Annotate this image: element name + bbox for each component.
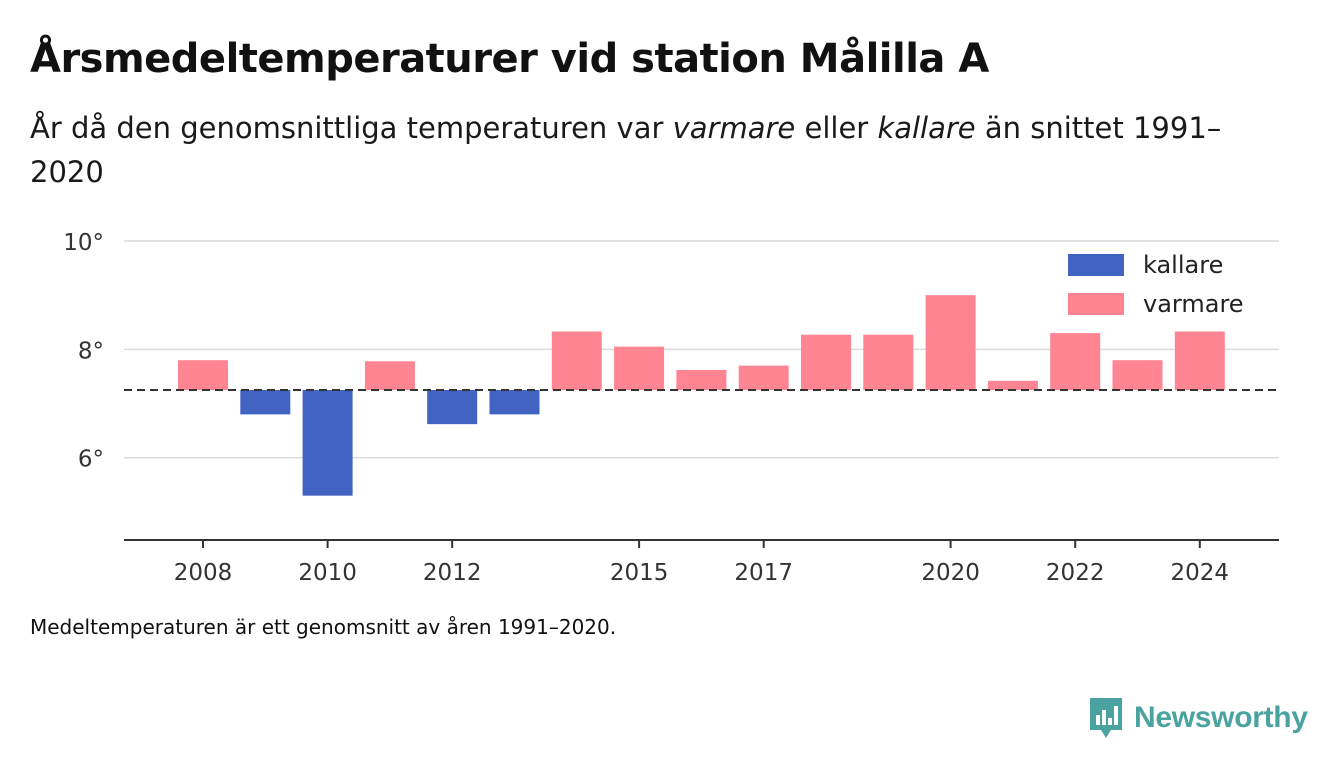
legend-label-varmare: varmare bbox=[1143, 290, 1244, 318]
bar-varmare bbox=[676, 369, 727, 390]
subtitle-text-2: eller bbox=[795, 111, 878, 145]
bar-varmare bbox=[178, 360, 228, 390]
subtitle-warm-word: varmare bbox=[672, 111, 796, 145]
bar-chart-speech-bubble-icon bbox=[1090, 698, 1122, 738]
axis-layer: 6° 8° 10° 2008 2010 2012 2015 2017 2020 2022 2024 bbox=[63, 230, 1279, 586]
subtitle-text-3: än snittet 1991–2020 bbox=[30, 111, 1222, 189]
x-tick-label: 2012 bbox=[423, 560, 482, 586]
bar-varmare bbox=[987, 380, 1038, 390]
x-tick-label: 2017 bbox=[734, 560, 793, 586]
x-tick-label: 2015 bbox=[610, 560, 669, 586]
bar-varmare bbox=[551, 331, 602, 390]
y-tick-label: 10° bbox=[63, 230, 104, 256]
brand-name: Newsworthy bbox=[1134, 701, 1308, 734]
bars-layer bbox=[178, 295, 1225, 496]
temperature-bar-chart: 6°8°10°2008 2010 2012 2015 2017 2020 2022 2024 … bbox=[63, 230, 1280, 586]
bar-varmare bbox=[801, 334, 851, 390]
legend-swatch-varmare bbox=[1068, 293, 1124, 315]
y-tick-label: 8° bbox=[78, 338, 104, 364]
brand-logo: Newsworthy bbox=[1088, 696, 1308, 740]
subtitle-text-1: År då den genomsnittliga temperaturen va… bbox=[30, 111, 673, 145]
bar-varmare bbox=[738, 365, 789, 390]
bar-varmare bbox=[925, 295, 976, 390]
bar-kallare bbox=[302, 390, 353, 496]
bar-varmare bbox=[863, 334, 914, 390]
y-tick-label: 6° bbox=[78, 447, 104, 473]
legend-label-kallare: kallare bbox=[1143, 251, 1223, 279]
x-tick-label: 2022 bbox=[1046, 560, 1105, 586]
bar-kallare bbox=[427, 390, 478, 425]
bar-kallare bbox=[240, 390, 291, 415]
bar-varmare bbox=[1050, 333, 1101, 390]
chart-title: Årsmedeltemperaturer vid station Målilla… bbox=[30, 36, 989, 82]
bar-varmare bbox=[614, 346, 665, 390]
x-tick-label: 2024 bbox=[1171, 560, 1230, 586]
footnote: Medeltemperaturen är ett genomsnitt av å… bbox=[30, 615, 617, 639]
x-tick-label: 2020 bbox=[921, 560, 980, 586]
bar-varmare bbox=[1112, 360, 1163, 390]
legend-swatch-kallare bbox=[1068, 254, 1124, 276]
bar-kallare bbox=[489, 390, 540, 415]
x-tick-label: 2010 bbox=[298, 560, 357, 586]
subtitle-cold-word: kallare bbox=[877, 111, 976, 145]
legend: kallare varmare bbox=[1060, 243, 1280, 325]
x-tick-label: 2008 bbox=[174, 560, 233, 586]
bar-varmare bbox=[364, 361, 415, 390]
bar-varmare bbox=[1174, 331, 1225, 390]
chart-subtitle: År då den genomsnittliga temperaturen va… bbox=[30, 106, 1250, 194]
